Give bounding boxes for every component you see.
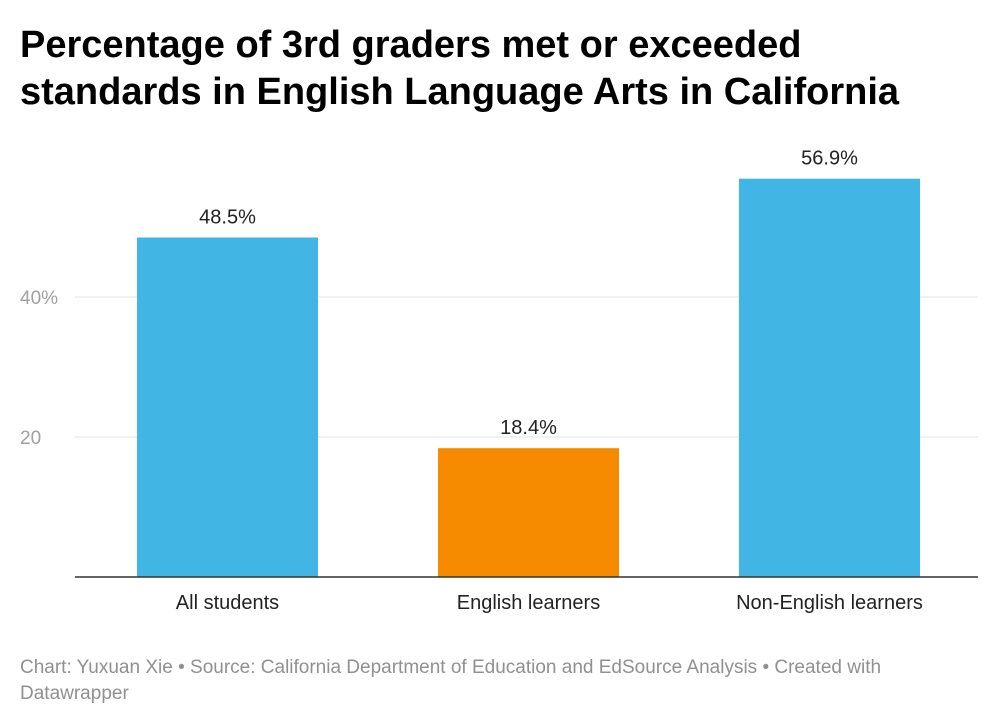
- x-tick-label: Non-English learners: [736, 592, 923, 614]
- chart-footer: Chart: Yuxuan Xie • Source: California D…: [20, 657, 882, 704]
- y-tick-label: 40%: [20, 288, 58, 309]
- bar-non-english-learners: [739, 178, 920, 577]
- chart-title: Percentage of 3rd graders met or exceede…: [20, 24, 900, 113]
- y-tick-label: 20: [20, 428, 41, 449]
- data-label: 48.5%: [199, 207, 256, 229]
- data-label: 18.4%: [500, 417, 557, 439]
- data-label: 56.9%: [801, 148, 858, 170]
- bar-all-students: [137, 237, 318, 577]
- x-tick-label: All students: [176, 592, 279, 614]
- bar-english-learners: [438, 448, 619, 577]
- x-tick-label: English learners: [457, 592, 600, 614]
